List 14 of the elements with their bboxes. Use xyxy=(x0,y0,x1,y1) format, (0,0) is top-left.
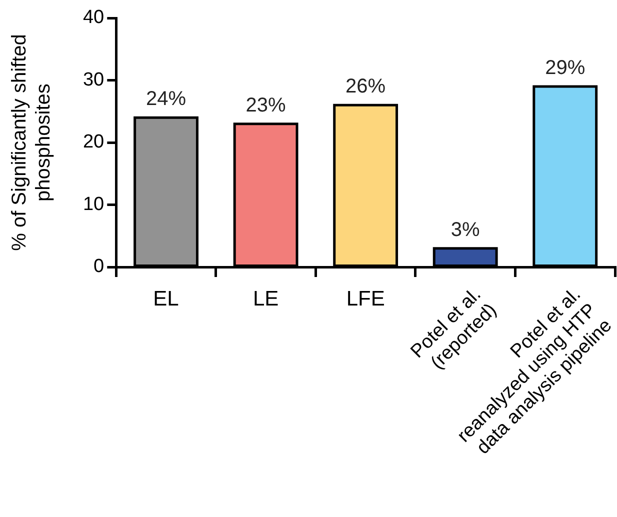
data-label: 26% xyxy=(346,76,386,98)
data-label: 29% xyxy=(545,56,586,79)
y-tick-label: 30 xyxy=(82,69,104,90)
x-tick-label: LFE xyxy=(346,287,385,310)
x-tick-label: EL xyxy=(153,287,179,310)
data-label: 24% xyxy=(146,88,186,110)
x-tick-label: LE xyxy=(252,287,279,310)
y-axis-title: % of Significantly shifted phosphosites xyxy=(8,34,55,251)
y-tick-label: 10 xyxy=(82,194,104,215)
y-tick-label: 40 xyxy=(82,7,104,28)
data-label: 23% xyxy=(246,94,286,116)
data-label: 3% xyxy=(450,218,480,241)
y-tick-label: 20 xyxy=(82,132,104,153)
y-tick-label: 0 xyxy=(94,256,104,278)
